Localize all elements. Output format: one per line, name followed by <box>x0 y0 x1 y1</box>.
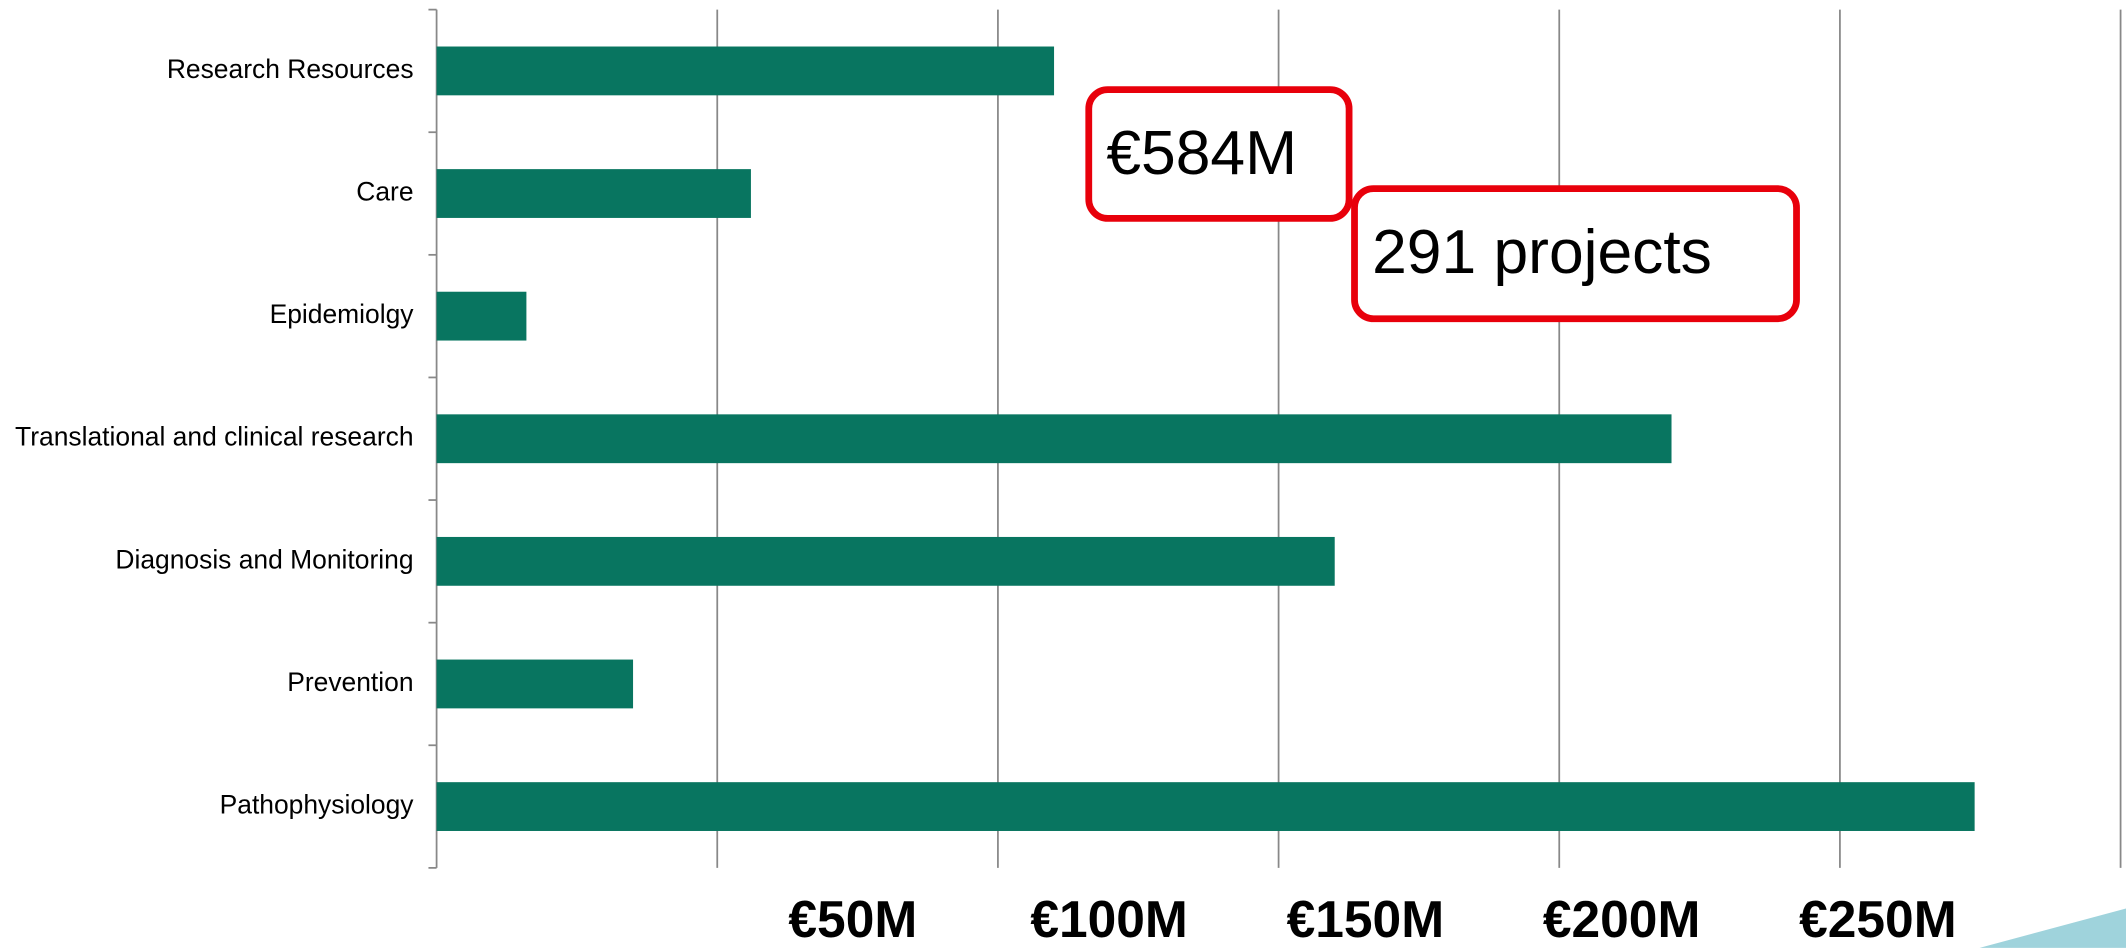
x-tick-label: €150M <box>1287 890 1445 948</box>
bar <box>436 291 527 341</box>
bar <box>436 169 751 218</box>
annotation: €584M <box>1106 119 1297 188</box>
x-tick-label: €50M <box>788 890 917 948</box>
y-tick-label: Translational and clinical research <box>15 422 413 452</box>
bar <box>436 536 1335 586</box>
y-tick-label: Pathophysiology <box>220 790 415 820</box>
x-tick-label: €100M <box>1030 890 1188 948</box>
bar <box>436 414 1672 464</box>
decoration <box>1979 908 2126 948</box>
annotation-box <box>1351 185 1800 323</box>
bar <box>436 659 634 709</box>
y-tick-label: Research Resources <box>167 54 414 84</box>
annotation: 291 projects <box>1372 218 1712 287</box>
x-tick-label: €250M <box>1799 890 1957 948</box>
y-tick-label: Epidemiolgy <box>270 299 415 329</box>
y-tick-label: Care <box>356 177 413 207</box>
annotation-box <box>1085 86 1353 222</box>
bar <box>436 782 1975 831</box>
y-tick-label: Diagnosis and Monitoring <box>115 544 413 574</box>
x-tick-label: €200M <box>1543 890 1701 948</box>
y-tick-label: Prevention <box>287 667 413 697</box>
bar <box>436 46 1055 96</box>
